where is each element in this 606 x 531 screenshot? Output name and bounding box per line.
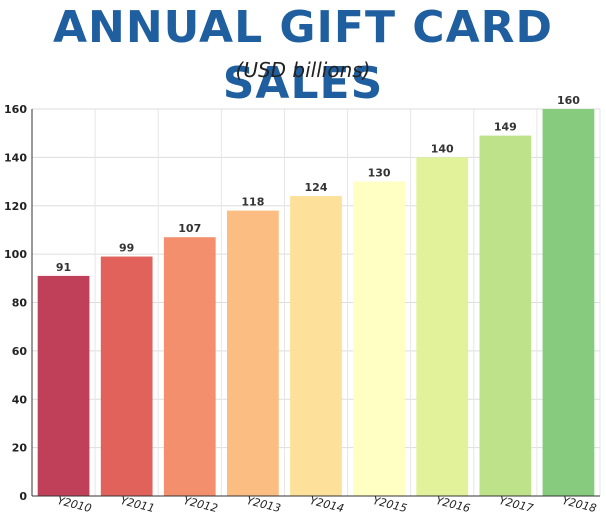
y-tick-label: 100 [4, 248, 27, 261]
data-label: 118 [241, 196, 264, 209]
x-tick-label: Y2013 [245, 494, 282, 515]
bar-y2011 [100, 256, 153, 496]
bar-y2013 [227, 210, 279, 496]
x-axis: Y2010 Y2011 Y2012 Y2013 Y2014 Y2015 Y2016 Y2017… [32, 494, 600, 515]
y-tick-label: 160 [4, 103, 27, 116]
data-label: 160 [557, 94, 580, 107]
data-label: 124 [305, 181, 328, 194]
bar-y2016 [416, 157, 469, 496]
y-tick-label: 140 [4, 151, 27, 164]
x-tick-label: Y2018 [561, 494, 598, 515]
y-axis: 0 20 40 60 80 100 120 140 160 [4, 103, 33, 503]
y-tick-label: 20 [12, 442, 28, 455]
data-label: 107 [178, 222, 201, 235]
x-tick-label: Y2012 [182, 494, 219, 515]
x-tick-label: Y2011 [119, 494, 156, 515]
y-tick-label: 120 [4, 200, 27, 213]
data-label: 130 [368, 167, 391, 180]
bar-y2017 [479, 135, 532, 496]
x-tick-label: Y2014 [308, 494, 345, 515]
x-tick-label: Y2015 [372, 494, 409, 515]
chart-subtitle: (USD billions) [235, 58, 371, 82]
data-label: 149 [494, 121, 517, 134]
bars: 91 99 107 118 124 130 140 149 160 [37, 94, 595, 496]
x-tick-label: Y2017 [498, 494, 535, 515]
bar-y2015 [353, 181, 405, 496]
y-tick-label: 80 [12, 297, 28, 310]
bar-y2014 [290, 196, 342, 496]
bar-y2018 [542, 109, 595, 496]
data-label: 140 [431, 142, 454, 155]
bar-y2010 [37, 275, 90, 496]
chart-title: ANNUAL GIFT CARD SALES [52, 2, 554, 109]
data-label: 91 [56, 261, 71, 274]
y-tick-label: 0 [19, 490, 27, 503]
y-tick-label: 60 [12, 345, 28, 358]
bar-y2012 [163, 237, 216, 496]
x-tick-label: Y2010 [56, 494, 93, 515]
data-label: 99 [119, 242, 134, 255]
x-tick-label: Y2016 [435, 494, 472, 515]
y-tick-label: 40 [12, 393, 28, 406]
